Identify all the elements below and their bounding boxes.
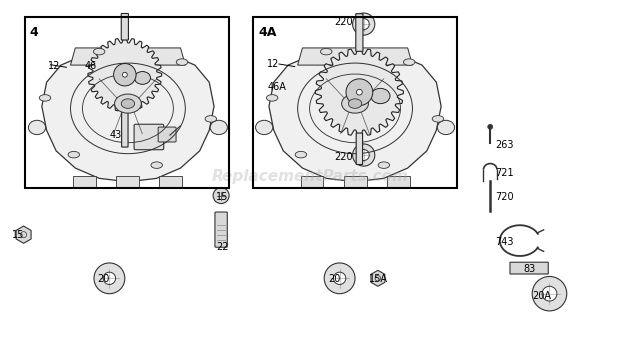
Polygon shape	[316, 48, 404, 136]
FancyBboxPatch shape	[356, 14, 363, 51]
Circle shape	[295, 151, 307, 158]
Text: 15: 15	[12, 230, 24, 240]
Ellipse shape	[122, 99, 135, 108]
Text: 4A: 4A	[258, 26, 277, 39]
Ellipse shape	[334, 272, 346, 284]
Ellipse shape	[437, 120, 454, 134]
Ellipse shape	[213, 188, 229, 203]
Bar	[25, 17, 229, 188]
Ellipse shape	[113, 63, 136, 86]
Circle shape	[404, 59, 415, 65]
Text: 46: 46	[85, 61, 97, 71]
Ellipse shape	[371, 88, 390, 103]
FancyBboxPatch shape	[215, 212, 228, 247]
Circle shape	[68, 151, 79, 158]
Bar	[253, 17, 457, 188]
Circle shape	[321, 48, 332, 55]
FancyBboxPatch shape	[134, 124, 164, 150]
Circle shape	[205, 115, 216, 122]
Ellipse shape	[115, 94, 141, 113]
Polygon shape	[71, 48, 185, 65]
Ellipse shape	[104, 272, 115, 284]
Ellipse shape	[346, 79, 373, 106]
Ellipse shape	[358, 150, 370, 161]
Text: 20A: 20A	[532, 291, 551, 301]
Text: 720: 720	[495, 192, 514, 202]
Ellipse shape	[94, 263, 125, 294]
Text: 743: 743	[495, 237, 513, 247]
Ellipse shape	[210, 120, 228, 134]
FancyBboxPatch shape	[510, 262, 548, 274]
Polygon shape	[88, 38, 162, 112]
Text: 4: 4	[30, 26, 38, 39]
Text: 721: 721	[495, 168, 514, 177]
Text: 46A: 46A	[268, 82, 286, 92]
Text: 83: 83	[523, 264, 535, 274]
Text: 220: 220	[335, 152, 353, 162]
Bar	[343, 176, 366, 188]
FancyBboxPatch shape	[122, 13, 128, 40]
Polygon shape	[269, 50, 441, 182]
Polygon shape	[298, 48, 412, 65]
Text: 263: 263	[495, 140, 513, 150]
Text: 15: 15	[216, 192, 229, 202]
Ellipse shape	[358, 19, 370, 30]
Polygon shape	[16, 226, 31, 243]
Text: 12: 12	[267, 59, 279, 69]
Bar	[387, 176, 410, 188]
Polygon shape	[371, 270, 385, 286]
Ellipse shape	[488, 124, 493, 129]
Polygon shape	[42, 50, 214, 182]
Circle shape	[39, 95, 51, 101]
Text: 12: 12	[48, 61, 60, 71]
Text: 20: 20	[97, 274, 110, 284]
Text: 43: 43	[110, 130, 122, 140]
Bar	[73, 176, 96, 188]
Circle shape	[151, 162, 162, 168]
Text: ReplacementParts.com: ReplacementParts.com	[211, 169, 409, 183]
Text: 15A: 15A	[369, 274, 388, 284]
Ellipse shape	[348, 99, 361, 108]
Circle shape	[432, 115, 444, 122]
Ellipse shape	[353, 13, 375, 35]
Circle shape	[378, 162, 389, 168]
Circle shape	[94, 48, 105, 55]
Ellipse shape	[342, 94, 368, 113]
Ellipse shape	[356, 89, 362, 95]
Bar	[117, 176, 140, 188]
Text: 20: 20	[329, 274, 341, 284]
Ellipse shape	[122, 72, 127, 77]
Bar	[301, 176, 324, 188]
FancyBboxPatch shape	[122, 109, 128, 147]
Ellipse shape	[29, 120, 46, 134]
FancyBboxPatch shape	[158, 127, 176, 142]
Circle shape	[267, 95, 278, 101]
Ellipse shape	[135, 71, 151, 84]
Ellipse shape	[542, 286, 557, 301]
Text: 220: 220	[335, 17, 353, 27]
Ellipse shape	[255, 120, 273, 134]
Bar	[159, 176, 182, 188]
Ellipse shape	[324, 263, 355, 294]
Ellipse shape	[532, 276, 567, 311]
Circle shape	[176, 59, 188, 65]
Text: 22: 22	[216, 241, 229, 252]
FancyBboxPatch shape	[356, 133, 363, 164]
Ellipse shape	[353, 144, 375, 166]
